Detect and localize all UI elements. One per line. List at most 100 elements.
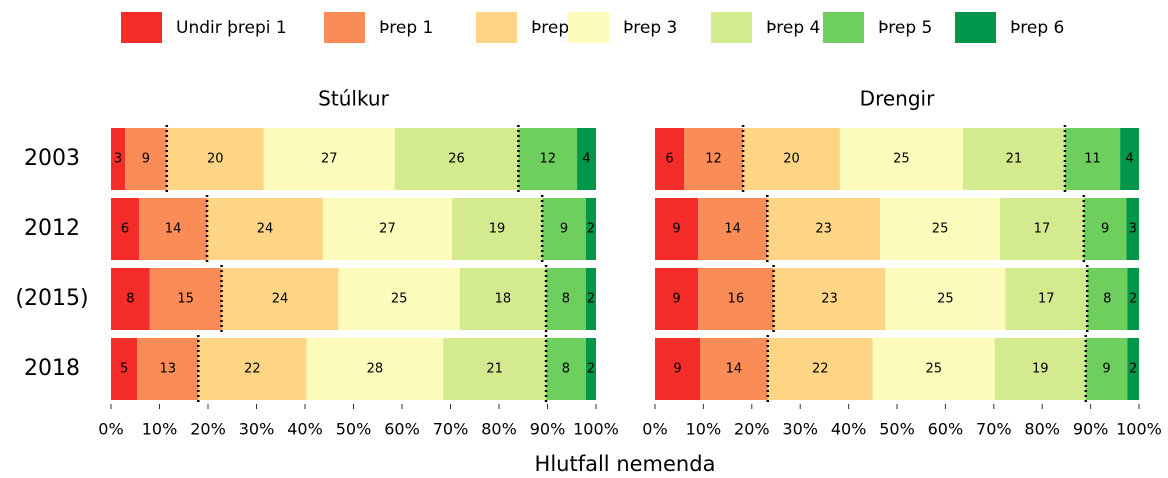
bar-segment bbox=[125, 128, 167, 190]
x-tick-label: 50% bbox=[879, 420, 915, 439]
bar-segment bbox=[698, 268, 774, 330]
panel-title: Stúlkur bbox=[318, 87, 389, 111]
data-label: 9 bbox=[142, 152, 150, 167]
bar-segment bbox=[338, 268, 460, 330]
data-label: 2 bbox=[587, 292, 595, 307]
y-tick-label: (2015) bbox=[15, 286, 88, 311]
x-tick-label: 80% bbox=[1024, 420, 1060, 439]
x-tick-label: 40% bbox=[831, 420, 867, 439]
bar-segment bbox=[198, 338, 307, 400]
data-label: 28 bbox=[367, 362, 384, 377]
data-label: 25 bbox=[932, 222, 949, 237]
data-label: 15 bbox=[177, 292, 194, 307]
bar-segment bbox=[839, 128, 963, 190]
bar-segment bbox=[207, 198, 323, 260]
bar-segment bbox=[306, 338, 444, 400]
bar-segment bbox=[684, 128, 744, 190]
data-label: 21 bbox=[486, 362, 503, 377]
x-tick-label: 20% bbox=[190, 420, 226, 439]
bar-segment bbox=[1127, 268, 1139, 330]
data-label: 5 bbox=[120, 362, 128, 377]
data-label: 9 bbox=[560, 222, 568, 237]
data-label: 12 bbox=[705, 152, 722, 167]
bar-segment bbox=[1127, 338, 1139, 400]
data-label: 14 bbox=[165, 222, 182, 237]
bar-segment bbox=[1083, 198, 1127, 260]
bar-segment bbox=[111, 268, 150, 330]
data-label: 25 bbox=[937, 292, 954, 307]
bar-segment bbox=[542, 198, 586, 260]
bar-segment bbox=[655, 338, 701, 400]
x-tick-label: 0% bbox=[642, 420, 667, 439]
bar-segment bbox=[655, 268, 699, 330]
data-label: 17 bbox=[1038, 292, 1055, 307]
data-label: 2 bbox=[587, 222, 595, 237]
legend-label: Þrep 5 bbox=[878, 18, 932, 38]
x-tick-label: 60% bbox=[928, 420, 964, 439]
data-label: 8 bbox=[562, 362, 570, 377]
bar-segment bbox=[221, 268, 339, 330]
legend-label: Undir þrepi 1 bbox=[176, 18, 287, 38]
data-label: 19 bbox=[489, 222, 506, 237]
data-label: 20 bbox=[207, 152, 224, 167]
bar-segment bbox=[111, 338, 138, 400]
data-label: 2 bbox=[1129, 362, 1137, 377]
x-tick-label: 30% bbox=[239, 420, 275, 439]
data-label: 6 bbox=[121, 222, 129, 237]
data-label: 9 bbox=[1102, 362, 1110, 377]
legend-label: Þrep 4 bbox=[766, 18, 820, 38]
bar-segment bbox=[655, 128, 685, 190]
data-label: 22 bbox=[812, 362, 829, 377]
bar-segment bbox=[443, 338, 547, 400]
bar-segment bbox=[962, 128, 1065, 190]
bar-segment bbox=[743, 128, 840, 190]
data-label: 4 bbox=[1125, 152, 1133, 167]
data-label: 9 bbox=[672, 222, 680, 237]
bar-segment bbox=[577, 128, 596, 190]
bar-segment bbox=[773, 268, 886, 330]
bar-segment bbox=[700, 338, 768, 400]
legend-swatch bbox=[476, 12, 517, 43]
bar-segment bbox=[1064, 128, 1121, 190]
data-label: 23 bbox=[815, 222, 832, 237]
data-label: 16 bbox=[728, 292, 745, 307]
bar-segment bbox=[1126, 198, 1139, 260]
bar-segment bbox=[111, 198, 140, 260]
bar-segment bbox=[585, 338, 596, 400]
data-label: 8 bbox=[126, 292, 134, 307]
bar-segment bbox=[767, 338, 873, 400]
data-label: 27 bbox=[321, 152, 338, 167]
bar-segment bbox=[1087, 268, 1128, 330]
bar-segment bbox=[1005, 268, 1088, 330]
legend-swatch bbox=[711, 12, 752, 43]
bar-segment bbox=[546, 268, 586, 330]
x-tick-label: 90% bbox=[1073, 420, 1109, 439]
bar-segment bbox=[322, 198, 452, 260]
data-label: 25 bbox=[926, 362, 943, 377]
data-label: 12 bbox=[539, 152, 556, 167]
data-label: 14 bbox=[724, 222, 741, 237]
data-label: 25 bbox=[893, 152, 910, 167]
data-label: 6 bbox=[665, 152, 673, 167]
data-label: 22 bbox=[244, 362, 261, 377]
bar-segment bbox=[767, 198, 881, 260]
x-tick-label: 0% bbox=[98, 420, 123, 439]
data-label: 11 bbox=[1084, 152, 1101, 167]
bar-segment bbox=[166, 128, 264, 190]
x-tick-label: 30% bbox=[782, 420, 818, 439]
x-tick-label: 70% bbox=[976, 420, 1012, 439]
data-label: 8 bbox=[1103, 292, 1111, 307]
data-label: 9 bbox=[672, 292, 680, 307]
bar-segment bbox=[585, 198, 596, 260]
bar-segment bbox=[518, 128, 578, 190]
y-tick-label: 2003 bbox=[24, 146, 80, 171]
bar-segment bbox=[1120, 128, 1139, 190]
data-label: 13 bbox=[159, 362, 176, 377]
data-label: 19 bbox=[1032, 362, 1049, 377]
legend-swatch bbox=[324, 12, 365, 43]
bar-segment bbox=[149, 268, 222, 330]
panel-title: Drengir bbox=[860, 87, 935, 111]
data-label: 18 bbox=[495, 292, 512, 307]
data-label: 3 bbox=[1129, 222, 1137, 237]
bar-segment bbox=[655, 198, 699, 260]
